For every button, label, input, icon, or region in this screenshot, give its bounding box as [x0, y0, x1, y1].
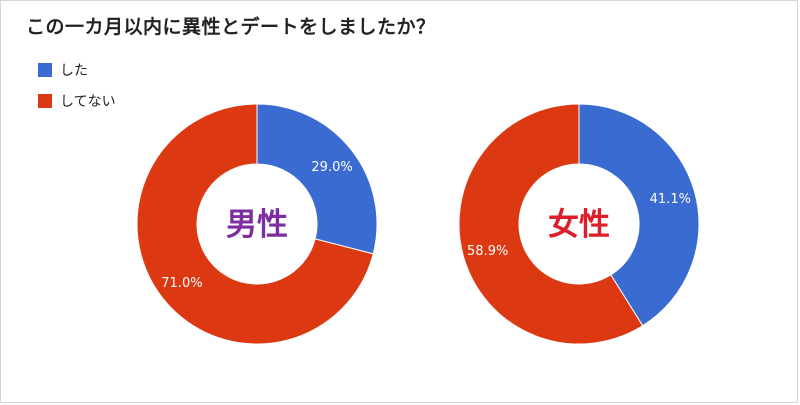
female-center-label: 女性	[548, 207, 610, 243]
male-slice-did	[256, 103, 378, 255]
legend-swatch-did-not	[38, 94, 52, 108]
legend-item-did-not: してない	[38, 91, 116, 111]
legend-label-did-not: してない	[60, 94, 116, 110]
male-center-label: 男性	[226, 207, 288, 243]
chart-title: この一カ月以内に異性とデートをしましたか？	[26, 16, 436, 38]
legend-item-did: した	[38, 60, 88, 80]
female-slice-did-not	[458, 103, 644, 345]
female-slice-did	[578, 103, 700, 327]
male-data-label-did: 29.0%	[311, 160, 352, 175]
female-data-label-did: 41.1%	[650, 192, 691, 207]
male-slice-did-not	[136, 103, 374, 345]
legend-swatch-did	[38, 63, 52, 77]
male-data-label-did-not: 71.0%	[161, 276, 202, 291]
female-data-label-did-not: 58.9%	[467, 244, 508, 259]
legend-label-did: した	[60, 63, 88, 79]
